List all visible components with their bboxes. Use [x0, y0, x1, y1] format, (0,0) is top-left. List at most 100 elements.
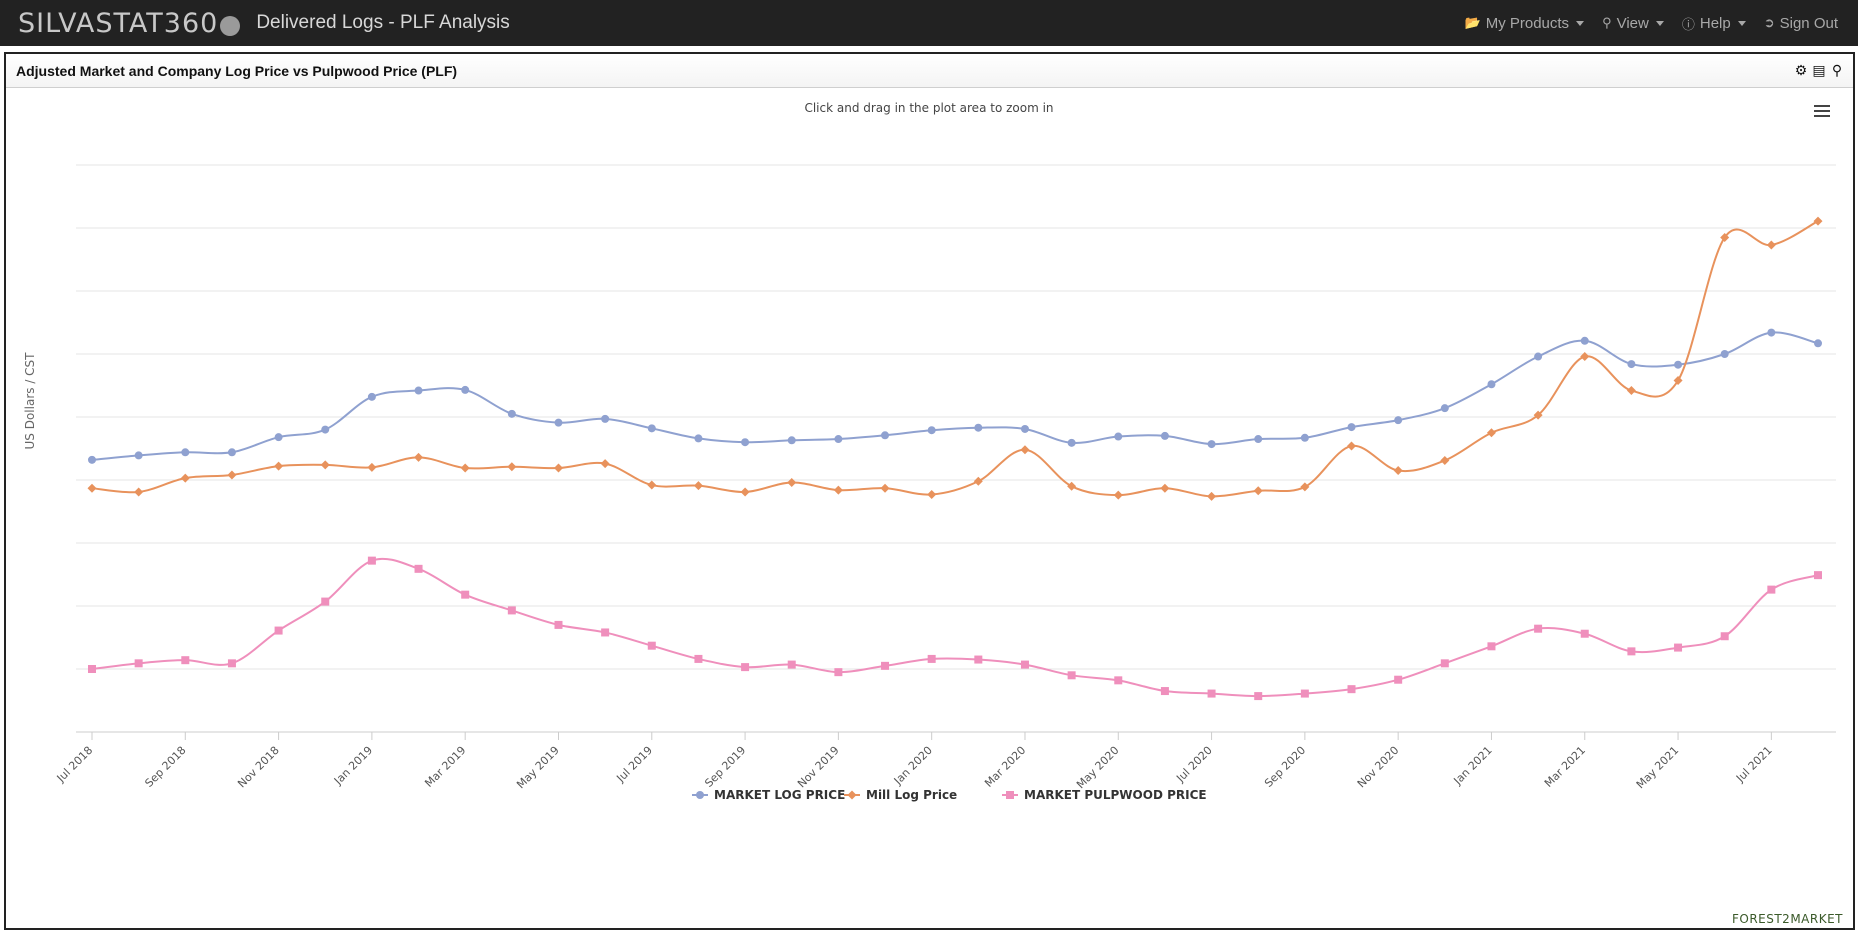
data-point[interactable]: [834, 435, 843, 444]
data-point[interactable]: [274, 461, 284, 471]
data-point[interactable]: [881, 431, 890, 440]
data-point[interactable]: [1160, 431, 1169, 440]
legend-item[interactable]: Mill Log Price: [844, 788, 957, 802]
data-point[interactable]: [1160, 687, 1169, 696]
data-point[interactable]: [507, 606, 516, 615]
data-point[interactable]: [274, 433, 283, 442]
data-point[interactable]: [1300, 433, 1309, 442]
zoom-icon[interactable]: ⚲: [1831, 61, 1843, 78]
data-point[interactable]: [1114, 432, 1123, 441]
series-line[interactable]: [91, 220, 1819, 498]
data-point[interactable]: [1626, 386, 1636, 396]
data-point[interactable]: [414, 564, 423, 573]
data-point[interactable]: [1254, 435, 1263, 444]
data-point[interactable]: [461, 590, 470, 599]
data-point[interactable]: [367, 556, 376, 565]
data-point[interactable]: [647, 480, 657, 490]
data-point[interactable]: [787, 436, 796, 445]
data-point[interactable]: [880, 483, 890, 493]
data-point[interactable]: [927, 654, 936, 663]
data-point[interactable]: [1674, 643, 1683, 652]
data-point[interactable]: [1207, 440, 1216, 449]
data-point[interactable]: [507, 462, 517, 472]
data-point[interactable]: [1486, 428, 1496, 438]
data-point[interactable]: [1393, 466, 1403, 476]
data-point[interactable]: [87, 483, 97, 493]
data-point[interactable]: [134, 659, 143, 668]
data-point[interactable]: [1207, 689, 1216, 698]
data-point[interactable]: [320, 460, 330, 470]
data-point[interactable]: [1207, 491, 1217, 501]
data-point[interactable]: [321, 597, 330, 606]
nav-view[interactable]: ⚲ View: [1602, 15, 1664, 32]
data-point[interactable]: [833, 485, 843, 495]
data-point[interactable]: [1253, 486, 1263, 496]
data-point[interactable]: [1347, 441, 1357, 451]
legend-marker[interactable]: [1006, 791, 1014, 799]
data-point[interactable]: [1020, 424, 1029, 433]
forest2market-credit[interactable]: FOREST2MARKET: [1731, 912, 1843, 926]
data-point[interactable]: [1347, 423, 1356, 432]
data-point[interactable]: [1534, 352, 1543, 361]
data-point[interactable]: [834, 668, 843, 677]
data-point[interactable]: [367, 392, 376, 401]
data-point[interactable]: [227, 659, 236, 668]
chart-menu-icon[interactable]: [1814, 105, 1830, 117]
data-point[interactable]: [1767, 585, 1776, 594]
data-point[interactable]: [974, 655, 983, 664]
data-point[interactable]: [741, 438, 750, 447]
data-point[interactable]: [1580, 352, 1590, 362]
data-point[interactable]: [554, 620, 563, 629]
data-point[interactable]: [601, 628, 610, 637]
data-point[interactable]: [1394, 675, 1403, 684]
data-point[interactable]: [227, 448, 236, 457]
data-point[interactable]: [1254, 692, 1263, 701]
series-line[interactable]: [91, 331, 1819, 461]
data-point[interactable]: [1067, 438, 1076, 447]
legend-marker[interactable]: [696, 791, 704, 799]
data-point[interactable]: [1394, 416, 1403, 425]
data-point[interactable]: [881, 661, 890, 670]
data-point[interactable]: [134, 487, 144, 497]
nav-help[interactable]: ⓘ Help: [1682, 14, 1746, 33]
data-point[interactable]: [787, 478, 797, 488]
list-icon[interactable]: ▤: [1812, 61, 1826, 78]
data-point[interactable]: [1113, 490, 1123, 500]
data-point[interactable]: [461, 385, 470, 394]
data-point[interactable]: [973, 476, 983, 486]
legend-marker[interactable]: [847, 790, 857, 800]
data-point[interactable]: [1440, 404, 1449, 413]
data-point[interactable]: [88, 455, 96, 464]
data-point[interactable]: [1674, 360, 1683, 369]
data-point[interactable]: [1114, 676, 1123, 685]
data-point[interactable]: [1720, 232, 1730, 242]
data-point[interactable]: [647, 641, 656, 650]
data-point[interactable]: [1673, 375, 1683, 385]
data-point[interactable]: [321, 425, 330, 434]
data-point[interactable]: [274, 626, 283, 635]
data-point[interactable]: [1487, 642, 1496, 651]
legend-item[interactable]: MARKET LOG PRICE: [692, 788, 845, 802]
line-chart[interactable]: Click and drag in the plot area to zoom …: [6, 89, 1853, 928]
data-point[interactable]: [693, 481, 703, 491]
data-point[interactable]: [553, 463, 563, 473]
data-point[interactable]: [1020, 445, 1030, 455]
data-point[interactable]: [1533, 410, 1543, 420]
data-point[interactable]: [741, 663, 750, 672]
data-point[interactable]: [180, 473, 190, 483]
legend-item[interactable]: MARKET PULPWOOD PRICE: [1002, 788, 1207, 802]
data-point[interactable]: [1627, 647, 1636, 656]
data-point[interactable]: [1766, 240, 1776, 250]
data-point[interactable]: [227, 470, 237, 480]
data-point[interactable]: [1440, 659, 1449, 668]
data-point[interactable]: [1627, 360, 1636, 369]
chart-area[interactable]: Click and drag in the plot area to zoom …: [6, 89, 1853, 928]
gear-icon[interactable]: ⚙: [1794, 61, 1808, 78]
data-point[interactable]: [1720, 350, 1729, 358]
data-point[interactable]: [414, 386, 423, 395]
data-point[interactable]: [1580, 629, 1589, 638]
data-point[interactable]: [1813, 216, 1823, 226]
data-point[interactable]: [507, 409, 516, 418]
data-point[interactable]: [1814, 339, 1822, 348]
data-point[interactable]: [927, 489, 937, 499]
